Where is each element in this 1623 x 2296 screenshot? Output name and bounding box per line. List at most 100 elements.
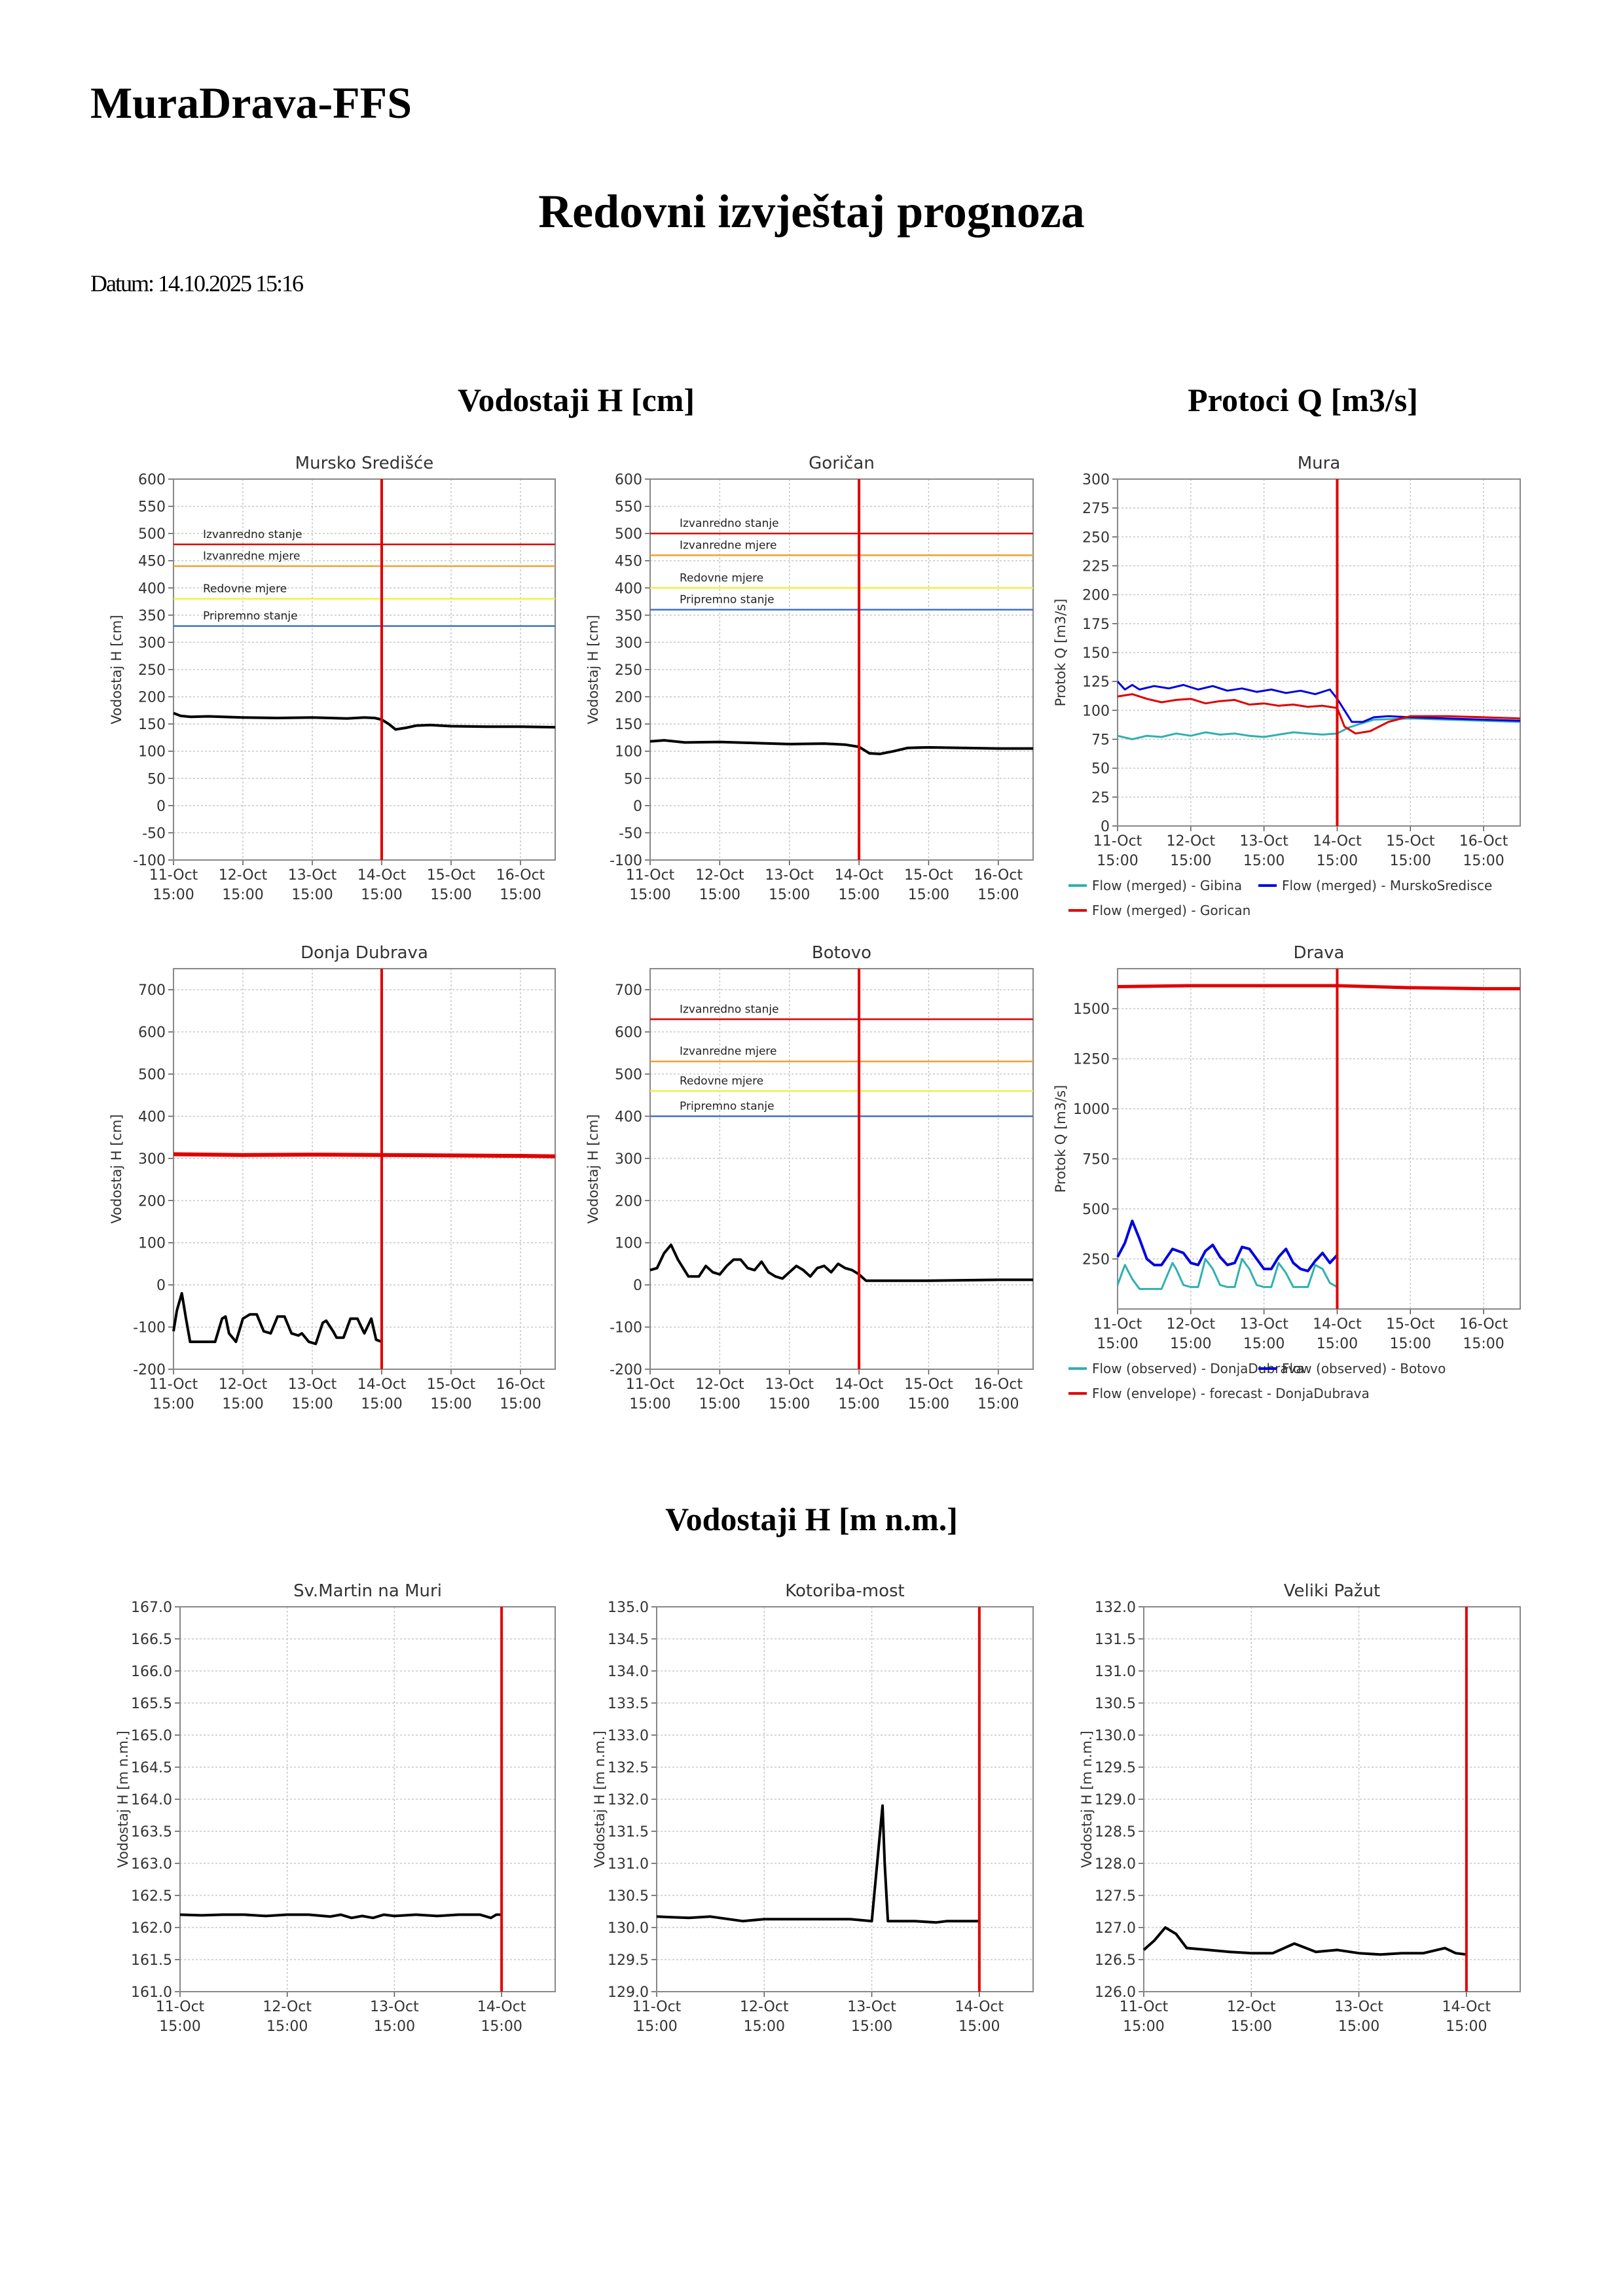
y-tick-label: 130.5 (608, 1888, 649, 1905)
x-tick-label: 15:00 (744, 2018, 785, 2035)
y-tick-label: 134.5 (608, 1632, 649, 1648)
y-tick-label: 250 (1082, 1252, 1110, 1268)
y-tick-label: 131.0 (608, 1856, 649, 1873)
y-tick-label: 125 (1082, 674, 1110, 691)
y-tick-label: 165.5 (131, 1696, 172, 1712)
x-tick-label: 15:00 (1231, 2018, 1272, 2035)
series-line (172, 1292, 382, 1346)
x-tick-label: 13-Oct (1239, 833, 1288, 850)
x-tick-label: 11-Oct (626, 1376, 675, 1393)
series-line (1116, 1258, 1338, 1290)
legend-label: Flow (envelope) - forecast - DonjaDubrav… (1092, 1386, 1370, 1401)
y-tick-label: 75 (1091, 732, 1110, 749)
x-tick-label: 13-Oct (765, 1376, 814, 1393)
y-tick-label: 100 (138, 1236, 166, 1252)
y-tick-label: -200 (133, 1362, 166, 1378)
x-tick-label: 12-Oct (219, 1376, 268, 1393)
x-tick-label: 16-Oct (496, 1376, 545, 1393)
y-tick-label: 550 (615, 499, 642, 516)
y-tick-label: 600 (615, 472, 642, 488)
y-axis-label: Vodostaj H [m n.m.] (1079, 1731, 1095, 1867)
y-tick-label: 130.0 (608, 1920, 649, 1937)
y-tick-label: 100 (615, 744, 642, 761)
y-tick-label: 400 (615, 581, 642, 597)
series-line (649, 1244, 1033, 1282)
y-tick-label: 162.5 (131, 1888, 172, 1905)
x-tick-label: 15:00 (153, 1396, 194, 1412)
x-tick-label: 13-Oct (765, 867, 814, 884)
plot-area (1144, 1607, 1520, 1992)
threshold-label: Redovne mjere (203, 583, 287, 596)
series-line (173, 711, 556, 731)
y-tick-label: 350 (138, 608, 166, 624)
y-tick-label: 275 (1082, 501, 1110, 517)
y-tick-label: 300 (1082, 472, 1110, 488)
x-tick-label: 16-Oct (1459, 833, 1508, 850)
series-line (656, 1804, 979, 1924)
x-tick-label: 12-Oct (1167, 833, 1216, 850)
y-tick-label: 500 (138, 526, 166, 543)
x-tick-label: 16-Oct (496, 867, 545, 884)
x-tick-label: 12-Oct (263, 1999, 312, 2015)
chart-title: Donja Dubrava (301, 943, 428, 963)
x-tick-label: 12-Oct (1227, 1999, 1276, 2015)
y-tick-label: 129.0 (1095, 1792, 1136, 1808)
y-tick-label: -100 (133, 1320, 166, 1336)
x-tick-label: 13-Oct (288, 867, 337, 884)
x-tick-label: 15:00 (481, 2018, 522, 2035)
x-tick-label: 14-Oct (835, 1376, 884, 1393)
y-tick-label: 132.5 (608, 1760, 649, 1776)
plot-border (649, 478, 1034, 861)
y-tick-label: 164.5 (131, 1760, 172, 1776)
y-tick-label: 126.0 (1095, 1984, 1136, 2001)
y-tick-label: 166.5 (131, 1632, 172, 1648)
plot-border (179, 1606, 556, 1992)
y-tick-label: 129.5 (1095, 1760, 1136, 1776)
report-date: Datum: 14.10.2025 15:16 (90, 270, 304, 296)
plot-border (1117, 968, 1521, 1310)
y-tick-label: 200 (138, 690, 166, 706)
y-tick-label: 150 (1082, 645, 1110, 662)
plot-area (650, 969, 1033, 1369)
x-tick-label: 15-Oct (1386, 833, 1435, 850)
chart-mura-flow: Mura 0 25 50 75 100 125 150 175 200 225 250 275 300 11… (1053, 454, 1521, 918)
series-line (1117, 693, 1521, 735)
y-tick-label: 132.0 (608, 1792, 649, 1808)
y-tick-label: 126.5 (1095, 1952, 1136, 1969)
x-tick-label: 15:00 (374, 2018, 415, 2035)
y-tick-label: 128.5 (1095, 1824, 1136, 1840)
y-tick-label: 50 (147, 771, 166, 787)
x-tick-label: 15:00 (1463, 853, 1504, 869)
y-tick-label: 700 (138, 982, 166, 999)
y-tick-label: 200 (138, 1193, 166, 1210)
x-tick-label: 13-Oct (288, 1376, 337, 1393)
x-tick-label: 15:00 (222, 1396, 263, 1412)
x-tick-label: 15:00 (361, 1396, 402, 1412)
threshold-label: Pripremno stanje (203, 609, 298, 622)
x-tick-label: 14-Oct (1313, 833, 1362, 850)
chart-title: Drava (1294, 943, 1345, 963)
x-tick-label: 15:00 (1123, 2018, 1164, 2035)
y-tick-label: -100 (610, 1320, 642, 1336)
x-tick-label: 15:00 (1097, 1336, 1138, 1352)
y-tick-label: 175 (1082, 617, 1110, 633)
y-tick-label: 400 (615, 1109, 642, 1125)
chart-title: Goričan (809, 454, 875, 473)
x-tick-label: 15:00 (699, 887, 740, 903)
series-line (1142, 1926, 1467, 1956)
x-tick-label: 15:00 (1390, 1336, 1431, 1352)
x-tick-label: 15:00 (1390, 853, 1431, 869)
y-tick-label: -100 (133, 853, 166, 869)
y-tick-label: 550 (138, 499, 166, 516)
y-tick-label: 128.0 (1095, 1856, 1136, 1873)
x-tick-label: 15:00 (1317, 1336, 1358, 1352)
x-tick-label: 15:00 (977, 1396, 1019, 1412)
threshold-label: Izvanredne mjere (203, 550, 301, 563)
x-tick-label: 15:00 (769, 887, 810, 903)
x-tick-label: 12-Oct (219, 867, 268, 884)
x-tick-label: 12-Oct (740, 1999, 789, 2015)
y-tick-label: -50 (142, 825, 166, 842)
x-tick-label: 11-Oct (632, 1999, 682, 2015)
y-tick-label: 50 (1091, 761, 1110, 778)
legend-label: Flow (merged) - MurskoSredisce (1282, 878, 1492, 893)
